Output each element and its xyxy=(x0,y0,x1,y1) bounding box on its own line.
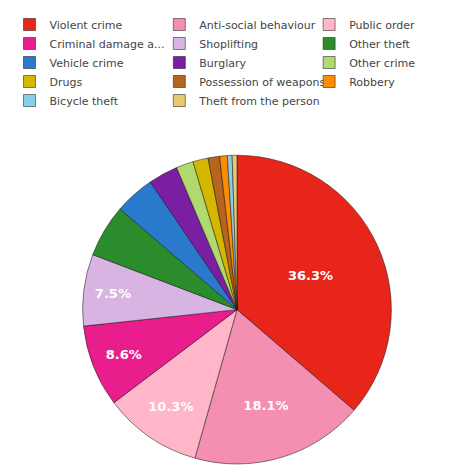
svg-text:8.6%: 8.6% xyxy=(106,347,142,362)
svg-text:Burglary: Burglary xyxy=(199,57,246,70)
svg-text:Public order: Public order xyxy=(349,19,415,32)
svg-text:Criminal damage a...: Criminal damage a... xyxy=(50,38,165,51)
svg-text:36.3%: 36.3% xyxy=(288,268,333,283)
svg-text:7.5%: 7.5% xyxy=(95,286,131,301)
svg-text:Possession of weapons: Possession of weapons xyxy=(199,76,325,89)
svg-text:Bicycle theft: Bicycle theft xyxy=(50,95,119,108)
svg-text:18.1%: 18.1% xyxy=(243,398,288,413)
svg-text:Vehicle crime: Vehicle crime xyxy=(50,57,124,70)
svg-text:Drugs: Drugs xyxy=(50,76,83,89)
svg-text:Robbery: Robbery xyxy=(349,76,395,89)
svg-text:Other crime: Other crime xyxy=(349,57,415,70)
svg-text:Other theft: Other theft xyxy=(349,38,410,51)
svg-text:Anti-social behaviour: Anti-social behaviour xyxy=(199,19,315,32)
svg-text:10.3%: 10.3% xyxy=(148,399,193,414)
svg-text:Violent crime: Violent crime xyxy=(50,19,123,32)
svg-text:Shoplifting: Shoplifting xyxy=(199,38,258,51)
svg-text:Theft from the person: Theft from the person xyxy=(198,95,319,108)
